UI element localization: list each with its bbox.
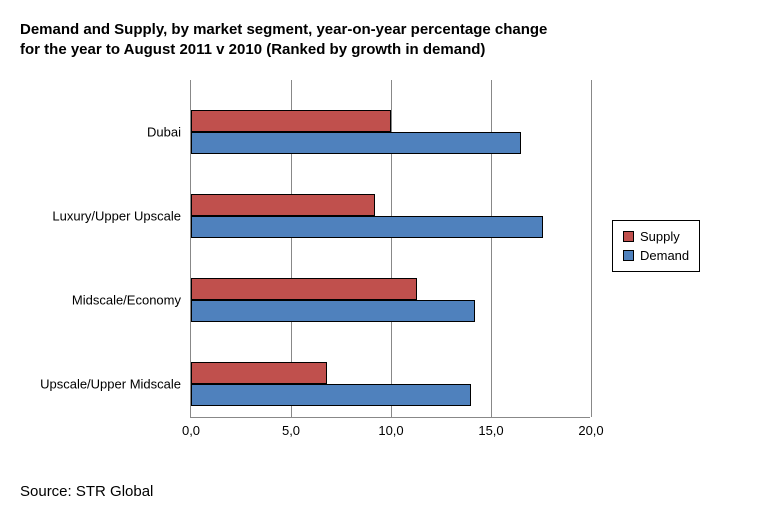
x-tick-label: 5,0 bbox=[282, 423, 300, 438]
supply-bar bbox=[191, 362, 327, 384]
legend-item-supply: Supply bbox=[623, 227, 689, 246]
legend-label: Demand bbox=[640, 248, 689, 263]
category-group: Midscale/Economy bbox=[191, 278, 590, 322]
legend-swatch bbox=[623, 250, 634, 261]
category-group: Luxury/Upper Upscale bbox=[191, 194, 590, 238]
category-group: Dubai bbox=[191, 110, 590, 154]
category-label: Dubai bbox=[147, 125, 181, 140]
demand-bar bbox=[191, 216, 543, 238]
category-label: Upscale/Upper Midscale bbox=[40, 377, 181, 392]
legend-item-demand: Demand bbox=[623, 246, 689, 265]
demand-bar bbox=[191, 132, 521, 154]
legend: Supply Demand bbox=[612, 220, 700, 272]
legend-label: Supply bbox=[640, 229, 680, 244]
x-tick-label: 15,0 bbox=[478, 423, 503, 438]
plot-area: 0,05,010,015,020,0DubaiLuxury/Upper Upsc… bbox=[190, 80, 590, 418]
legend-swatch bbox=[623, 231, 634, 242]
x-tick-label: 10,0 bbox=[378, 423, 403, 438]
chart-title: Demand and Supply, by market segment, ye… bbox=[20, 20, 560, 61]
category-group: Upscale/Upper Midscale bbox=[191, 362, 590, 406]
category-label: Midscale/Economy bbox=[72, 293, 181, 308]
demand-bar bbox=[191, 384, 471, 406]
supply-bar bbox=[191, 278, 417, 300]
demand-bar bbox=[191, 300, 475, 322]
supply-bar bbox=[191, 194, 375, 216]
gridline bbox=[591, 80, 592, 417]
x-tick-label: 0,0 bbox=[182, 423, 200, 438]
x-tick-label: 20,0 bbox=[578, 423, 603, 438]
source-text: Source: STR Global bbox=[20, 483, 153, 500]
supply-bar bbox=[191, 110, 391, 132]
category-label: Luxury/Upper Upscale bbox=[52, 209, 181, 224]
